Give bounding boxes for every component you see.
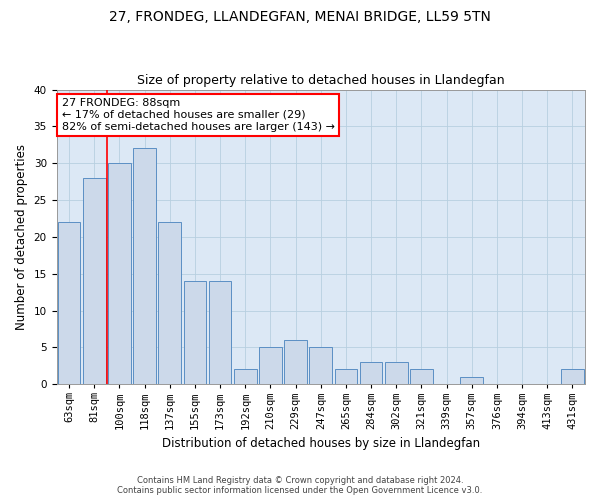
Bar xyxy=(360,362,382,384)
Text: 27 FRONDEG: 88sqm
← 17% of detached houses are smaller (29)
82% of semi-detached: 27 FRONDEG: 88sqm ← 17% of detached hous… xyxy=(62,98,335,132)
Bar xyxy=(385,362,407,384)
Bar xyxy=(410,370,433,384)
Bar xyxy=(284,340,307,384)
Bar xyxy=(561,370,584,384)
Bar xyxy=(209,281,232,384)
Bar xyxy=(460,377,483,384)
Bar xyxy=(335,370,357,384)
Bar xyxy=(310,348,332,384)
X-axis label: Distribution of detached houses by size in Llandegfan: Distribution of detached houses by size … xyxy=(162,437,480,450)
Bar xyxy=(234,370,257,384)
Bar xyxy=(184,281,206,384)
Text: 27, FRONDEG, LLANDEGFAN, MENAI BRIDGE, LL59 5TN: 27, FRONDEG, LLANDEGFAN, MENAI BRIDGE, L… xyxy=(109,10,491,24)
Bar xyxy=(133,148,156,384)
Bar xyxy=(108,163,131,384)
Bar xyxy=(83,178,106,384)
Y-axis label: Number of detached properties: Number of detached properties xyxy=(15,144,28,330)
Bar xyxy=(58,222,80,384)
Title: Size of property relative to detached houses in Llandegfan: Size of property relative to detached ho… xyxy=(137,74,505,87)
Bar xyxy=(259,348,282,384)
Bar xyxy=(158,222,181,384)
Text: Contains HM Land Registry data © Crown copyright and database right 2024.
Contai: Contains HM Land Registry data © Crown c… xyxy=(118,476,482,495)
